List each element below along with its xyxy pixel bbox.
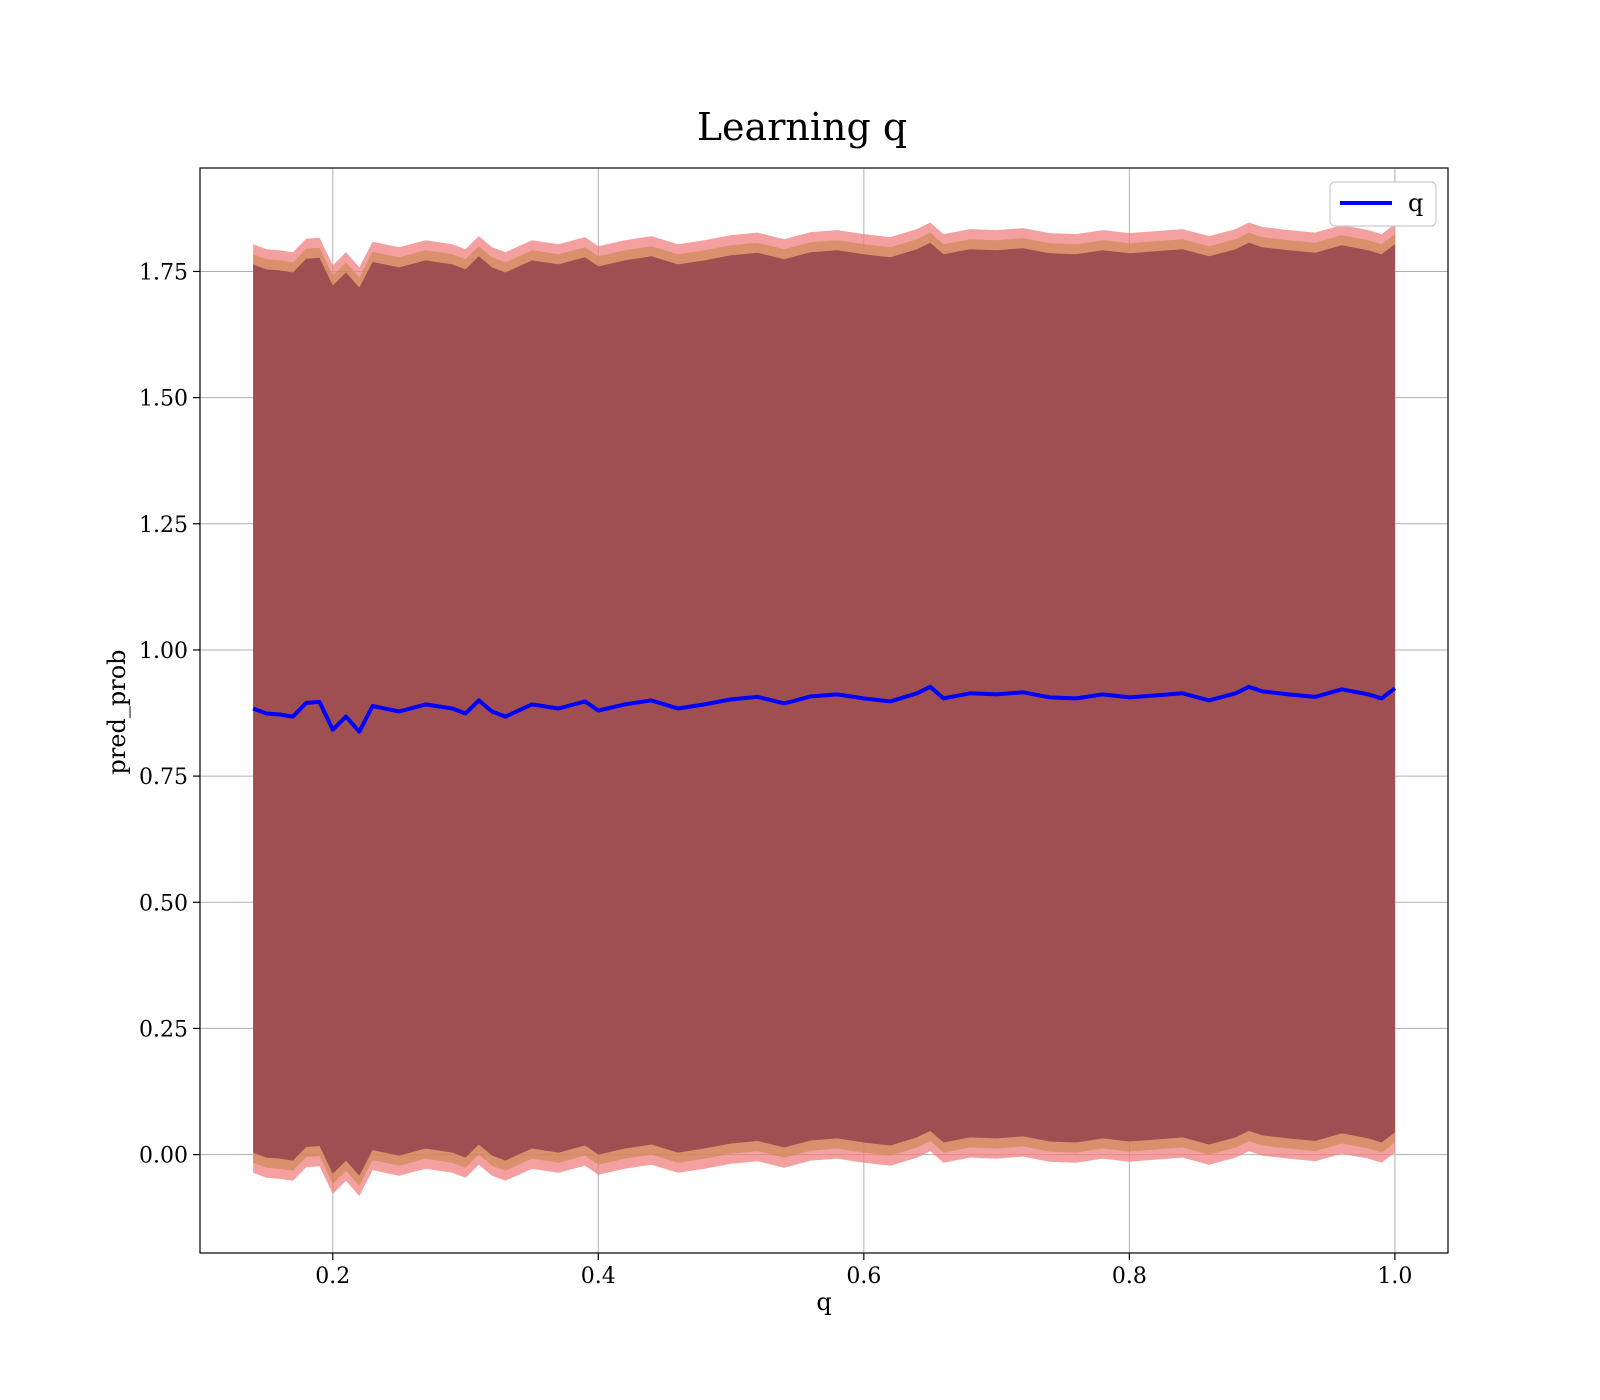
y-tick-label: 0.75 — [139, 765, 188, 790]
legend-label-q: q — [1408, 189, 1423, 217]
band-inner — [253, 242, 1395, 1176]
series-line-q — [252, 684, 1397, 734]
y-tick-label: 0.25 — [139, 1017, 188, 1042]
legend: q — [1329, 181, 1437, 227]
x-axis-label: q — [816, 1288, 831, 1316]
y-axis-label: pred_prob — [103, 649, 131, 774]
axes-frame — [199, 167, 1449, 1254]
y-tick-label: 1.25 — [139, 513, 188, 538]
x-tick-label: 1.0 — [1377, 1264, 1412, 1289]
y-tick-label: 1.50 — [139, 387, 188, 412]
y-tick-label: 1.75 — [139, 260, 188, 285]
x-tick-label: 0.6 — [846, 1264, 881, 1289]
x-tick-label: 0.4 — [581, 1264, 616, 1289]
y-tick-label: 1.00 — [139, 639, 188, 664]
chart-title: Learning q — [697, 105, 907, 149]
x-tick-label: 0.8 — [1112, 1264, 1147, 1289]
y-tick-label: 0.50 — [139, 891, 188, 916]
x-tick-label: 0.2 — [315, 1264, 350, 1289]
y-tick-label: 0.00 — [139, 1144, 188, 1169]
plot-area: 0.2 0.4 0.6 0.8 1.0 0.00 0.25 0.50 0.75 1.00 1.25 1… — [139, 167, 1449, 1289]
